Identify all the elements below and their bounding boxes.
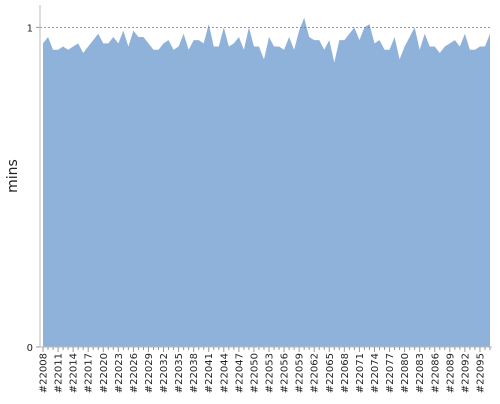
x-tick-label: #22044 (219, 353, 230, 393)
x-tick-label: #22095 (475, 353, 486, 393)
x-tick-label: #22080 (400, 353, 411, 393)
x-tick-label: #22035 (174, 353, 185, 393)
x-tick-label: #22071 (355, 353, 366, 393)
x-tick-label: #22053 (265, 353, 276, 393)
x-tick-label: #22014 (69, 353, 80, 393)
area (43, 17, 490, 347)
x-tick-label: #22089 (445, 353, 456, 393)
x-tick-label: #22038 (189, 353, 200, 393)
x-tick-label: #22029 (144, 353, 155, 393)
x-tick-label: #22050 (249, 353, 260, 393)
x-tick-label: #22086 (430, 353, 441, 393)
x-tick-label: #22017 (84, 353, 95, 393)
x-tick-label: #22074 (370, 353, 381, 393)
x-tick-label: #22023 (114, 353, 125, 393)
x-tick-label: #22008 (39, 353, 50, 393)
x-tick-label: #22047 (234, 353, 245, 393)
y-tick-label: 0 (27, 343, 33, 354)
y-tick-label: 1 (27, 23, 33, 34)
x-tick-label: #22065 (325, 353, 336, 393)
x-tick-label: #22020 (99, 353, 110, 393)
x-tick-label: #22056 (280, 353, 291, 393)
x-tick-label: #22011 (54, 353, 65, 393)
x-tick-label: #22083 (415, 353, 426, 393)
x-tick-label: #22059 (295, 353, 306, 393)
x-tick-label: #22062 (310, 353, 321, 393)
y-axis-label: mins (5, 159, 21, 193)
x-tick-label: #22041 (204, 353, 215, 393)
x-tick-label: #22092 (460, 353, 471, 393)
x-tick-label: #22068 (340, 353, 351, 393)
x-tick-label: #22026 (129, 353, 140, 393)
x-tick-label: #22077 (385, 353, 396, 393)
x-tick-label: #22032 (159, 353, 170, 393)
